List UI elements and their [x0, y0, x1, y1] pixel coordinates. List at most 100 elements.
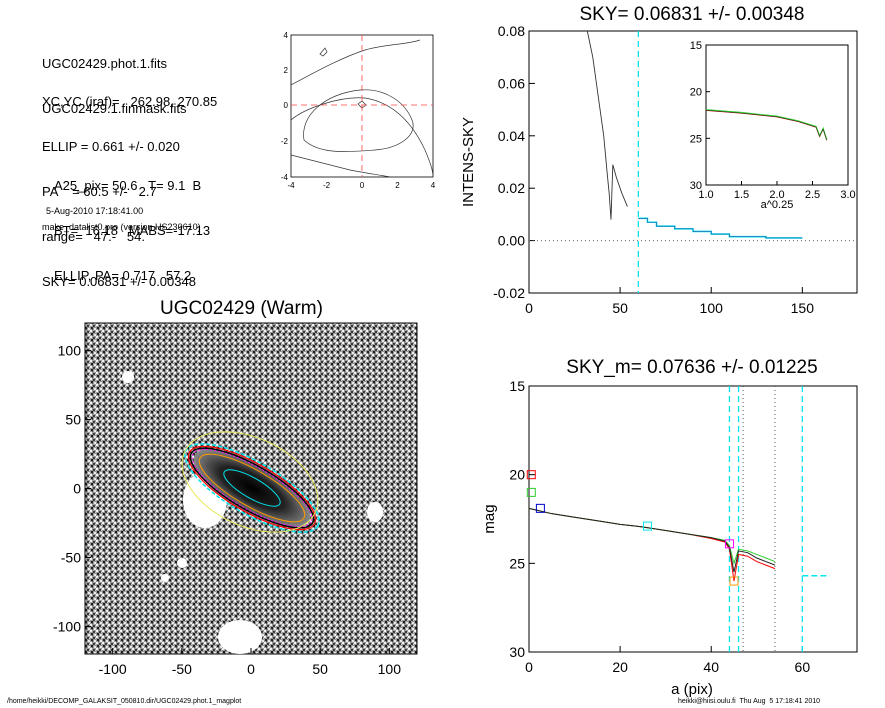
info-line: UGC02429.phot.1.fits — [42, 56, 168, 71]
mag-marker — [729, 576, 739, 586]
info-line: range= 47.- 54. — [42, 229, 145, 244]
inset-series-line — [705, 109, 828, 140]
mag-series — [526, 386, 830, 652]
mag-plot-title: SKY_m= 0.07636 +/- 0.01225 — [566, 357, 817, 378]
mag-xtick-label: 60 — [795, 659, 811, 675]
mag-marker — [526, 487, 536, 497]
inset-xtick-label: 3.0 — [840, 189, 855, 201]
inset-xtick-label: 2.0 — [769, 189, 784, 201]
image-xtick-label: 100 — [378, 661, 402, 677]
sky-ytick-label: 0.02 — [498, 180, 525, 196]
sky-ytick-label: -0.02 — [493, 285, 525, 301]
mag-marker — [526, 470, 536, 480]
info-line: UGC02429.1.finmask.fits — [42, 101, 187, 116]
contour-line — [319, 47, 328, 57]
inset-xtick-label: 1.0 — [698, 189, 713, 201]
mag-marker — [724, 539, 734, 549]
info-line: ELLIP = 0.661 +/- 0.020 — [42, 139, 180, 154]
contour-xtick: 4 — [431, 181, 436, 190]
mag-xlabel: a (pix) — [671, 681, 713, 698]
mag-xtick-label: 20 — [612, 659, 628, 675]
mag-axes: 0 20 40 60 15 20 25 30 — [509, 378, 810, 675]
image-ytick-label: 0 — [73, 481, 81, 497]
mag-ytick-label: 20 — [509, 467, 525, 483]
sky-ytick-label: 0.00 — [498, 233, 525, 249]
mag-ytick-label: 25 — [509, 555, 525, 571]
contour-lines — [290, 39, 434, 178]
contour-line — [290, 39, 421, 86]
contour-ytick: 2 — [284, 66, 289, 75]
footer-path: /home/heikki/DECOMP_GALAKSIT_050810.dir/… — [7, 698, 242, 705]
sky-plot-title: SKY= 0.06831 +/- 0.00348 — [579, 4, 804, 25]
inset-ytick-label: 25 — [690, 133, 702, 145]
image-xtick-label: -50 — [172, 661, 192, 677]
image-ytick-label: 100 — [58, 343, 82, 359]
inset-ytick-label: 15 — [690, 40, 702, 52]
info-line: A25_pix= 50.6 T= 9.1 B — [54, 178, 202, 193]
sky-ytick-label: 0.04 — [498, 128, 525, 144]
contour-line — [290, 97, 434, 178]
image-ytick-label: -50 — [61, 549, 81, 565]
mag-marker — [535, 503, 545, 513]
image-title: UGC02429 (Warm) — [160, 298, 323, 319]
info-line: BT= 16.18 MABS=-17.13 — [54, 223, 211, 238]
info-line: PA = 60.5 +/- 2.7 — [42, 184, 157, 199]
footer-user: heikki@hiisi.oulu.fi Thu Aug 5 17:18:41 … — [678, 698, 821, 705]
inset-xtick-label: 2.5 — [805, 189, 820, 201]
sky-xtick-label: 150 — [791, 300, 815, 316]
contour-xtick: 2 — [395, 181, 400, 190]
contour-ytick: -2 — [281, 137, 289, 146]
mag-ytick-label: 15 — [509, 378, 525, 394]
contour-ytick: -4 — [281, 173, 289, 182]
info-line: SKY= 0.06831 +/- 0.00348 — [42, 274, 196, 289]
sky-ytick-label: 0.08 — [498, 23, 525, 39]
mag-plot-frame — [528, 385, 858, 653]
image-xtick-label: 0 — [247, 661, 255, 677]
mag-xtick-label: 0 — [525, 659, 533, 675]
contour-line — [290, 154, 391, 178]
info-program: make_datalist0.pro (version HS230610) — [42, 222, 201, 232]
sky-series-line — [638, 218, 803, 239]
mag-ytick-label: 30 — [509, 644, 525, 660]
info-line: ELLIP, PA= 0.717 57.2 — [54, 268, 192, 283]
info-timestamp: 5-Aug-2010 17:18:41.00 — [46, 206, 144, 216]
mag-xtick-label: 40 — [703, 659, 719, 675]
info-files: UGC02429.phot.1.fits UGC02429.1.finmask.… — [42, 26, 187, 131]
sky-series — [529, 30, 857, 293]
inset-ytick-label: 20 — [690, 87, 702, 99]
sky-axes: 0 50 100 150 0.08 0.06 0.04 0.02 0.00 -0.02 — [493, 23, 814, 316]
sky-inset-axes: 1.0 1.5 2.0 2.5 3.0 15 20 25 30 — [690, 40, 856, 201]
inset-ytick-label: 30 — [690, 180, 702, 192]
sky-plot-frame — [528, 30, 858, 294]
image-xtick-label: 50 — [312, 661, 328, 677]
contour-ytick: 4 — [284, 31, 289, 40]
contour-plot: -4 -2 0 2 4 4 2 0 -2 -4 — [281, 31, 436, 190]
sky-ytick-label: 0.06 — [498, 75, 525, 91]
mag-marker — [642, 521, 652, 531]
mag-series-line — [528, 507, 776, 573]
inset-xtick-label: 1.5 — [734, 189, 749, 201]
image-ytick-label: -100 — [53, 618, 81, 634]
inset-series-line — [705, 110, 827, 141]
sky-xtick-label: 100 — [700, 300, 724, 316]
sky-inset-xlabel: a^0.25 — [761, 199, 794, 211]
info-derived: A25_pix= 50.6 T= 9.1 B BT= 16.18 MABS=-1… — [54, 148, 210, 298]
info-line: XC,YC (iraf)= 262.98, 270.85 — [42, 94, 218, 109]
sky-xtick-label: 50 — [612, 300, 628, 316]
contour-xtick: -4 — [287, 181, 295, 190]
contour-ytick: 0 — [284, 101, 289, 110]
sky-inset-series — [705, 109, 828, 141]
mag-ylabel: mag — [481, 504, 498, 533]
image-xtick-label: -100 — [99, 661, 127, 677]
contour-line — [303, 89, 414, 152]
sky-ylabel: INTENS-SKY — [460, 117, 477, 207]
sky-xtick-label: 0 — [525, 300, 533, 316]
info-params: XC,YC (iraf)= 262.98, 270.85 ELLIP = 0.6… — [42, 64, 217, 304]
contour-xtick: 0 — [360, 181, 365, 190]
image-ytick-label: 50 — [65, 412, 81, 428]
sky-plot: SKY= 0.06831 +/- 0.00348 INTENS-SKY 0 50 1… — [460, 4, 858, 316]
sky-inset-frame — [705, 44, 849, 186]
sky-series-line — [586, 30, 628, 220]
